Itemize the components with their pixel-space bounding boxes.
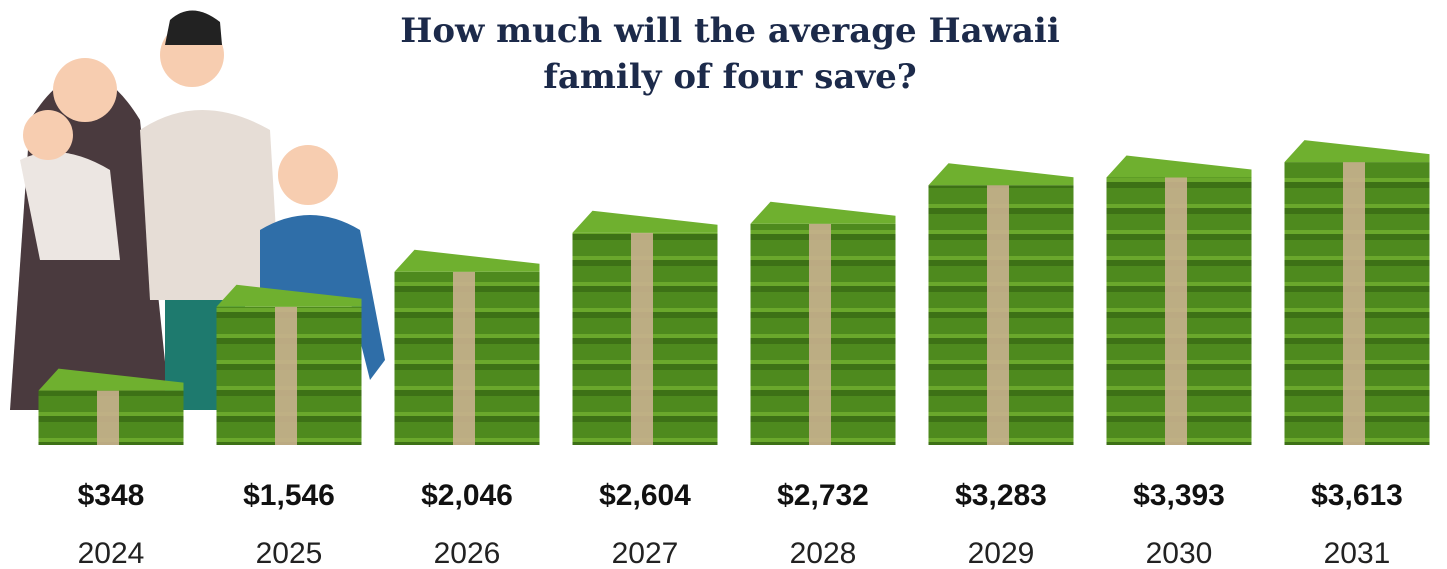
value-label: $1,546 [243, 479, 335, 512]
mother-head [53, 58, 117, 122]
stack-band [97, 390, 119, 445]
x-tick-label: 2028 [790, 537, 857, 569]
stack-band [1165, 177, 1187, 446]
value-label: $2,046 [421, 479, 513, 512]
stack-top [1106, 155, 1252, 178]
value-label: $348 [78, 479, 145, 512]
stack-top [572, 210, 718, 233]
stack-top [216, 284, 362, 307]
girl-head [278, 145, 338, 205]
stack-band [453, 271, 475, 445]
stack-top [394, 249, 540, 272]
x-tick-label: 2026 [434, 537, 501, 569]
stack-top [750, 201, 896, 224]
x-tick-label: 2024 [78, 537, 145, 569]
father-hair [165, 10, 222, 46]
chart-title: How much will the average Hawaii family … [400, 11, 1060, 97]
value-label: $3,613 [1311, 479, 1403, 512]
x-tick-label: 2027 [612, 537, 679, 569]
x-tick-label: 2030 [1146, 537, 1213, 569]
child-body [20, 152, 120, 260]
x-tick-label: 2029 [968, 537, 1035, 569]
x-tick-label: 2025 [256, 537, 323, 569]
stack-band [631, 232, 653, 445]
stack-top [1284, 140, 1430, 163]
stack-top [38, 368, 184, 391]
value-label: $2,604 [599, 479, 691, 512]
father-body [140, 110, 280, 300]
stack-band [809, 223, 831, 445]
stack-top [928, 163, 1074, 186]
value-label: $3,393 [1133, 479, 1225, 512]
family-illustration [10, 10, 385, 410]
x-tick-label: 2031 [1324, 537, 1391, 569]
value-label: $2,732 [777, 479, 869, 512]
child-head [23, 110, 73, 160]
value-label: $3,283 [955, 479, 1047, 512]
stack-band [987, 185, 1009, 445]
stack-band [275, 306, 297, 445]
stack-band [1343, 162, 1365, 445]
